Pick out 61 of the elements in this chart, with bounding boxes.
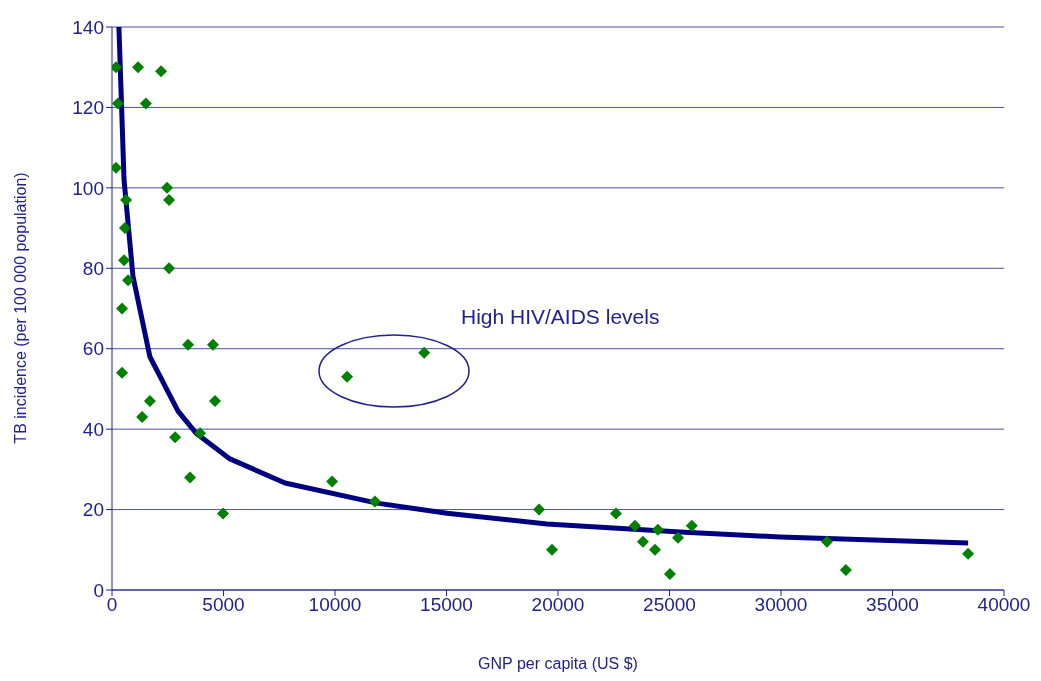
point	[161, 181, 174, 194]
point	[112, 61, 123, 74]
point	[136, 411, 149, 424]
point	[116, 366, 129, 379]
point	[118, 222, 131, 235]
point	[326, 475, 339, 488]
point	[545, 543, 558, 556]
point	[671, 531, 684, 544]
y-tick-label: 100	[72, 177, 104, 199]
x-tick-label: 10000	[308, 594, 362, 616]
point	[217, 507, 230, 520]
point	[609, 507, 622, 520]
point	[120, 193, 133, 206]
x-tick-label: 15000	[420, 594, 473, 616]
x-tick-label: 30000	[754, 594, 808, 616]
point	[341, 370, 354, 383]
y-tick-label: 20	[82, 499, 104, 521]
point	[820, 535, 833, 548]
annotation: High HIV/AIDS levels	[461, 305, 660, 329]
point	[962, 547, 975, 560]
x-tick-label: 20000	[531, 594, 585, 616]
point	[184, 471, 197, 484]
point	[649, 543, 662, 556]
point	[143, 394, 156, 407]
point	[182, 338, 195, 351]
point	[122, 274, 135, 287]
point	[651, 523, 664, 536]
point	[132, 61, 145, 74]
point	[418, 346, 431, 359]
point	[628, 519, 641, 532]
y-tick-label: 120	[72, 97, 104, 119]
point	[139, 97, 152, 110]
point	[685, 519, 698, 532]
x-tick-label: 35000	[866, 594, 919, 616]
point	[368, 495, 381, 508]
point	[118, 254, 131, 267]
point	[163, 262, 176, 275]
point	[209, 394, 222, 407]
point	[533, 503, 546, 516]
x-axis-title: GNP per capita (US $)	[478, 655, 638, 672]
x-tick-label: 25000	[643, 594, 696, 616]
point	[663, 567, 676, 580]
point	[839, 563, 852, 576]
x-tick-label: 0	[106, 594, 118, 616]
point	[112, 97, 125, 110]
point	[112, 161, 123, 174]
x-tick-label: 5000	[202, 594, 245, 616]
point	[169, 431, 182, 444]
point	[155, 65, 168, 78]
point	[116, 302, 129, 315]
y-tick-label: 40	[82, 418, 104, 440]
y-tick-label: 0	[93, 579, 104, 601]
y-tick-label: 60	[82, 338, 104, 360]
point	[207, 338, 220, 351]
x-tick-label: 40000	[977, 594, 1031, 616]
point	[163, 193, 176, 206]
y-axis-title: TB incidence (per 100 000 population)	[12, 172, 29, 444]
point	[194, 427, 207, 440]
y-tick-label: 140	[72, 16, 104, 38]
point	[636, 535, 649, 548]
y-tick-label: 80	[82, 258, 104, 280]
